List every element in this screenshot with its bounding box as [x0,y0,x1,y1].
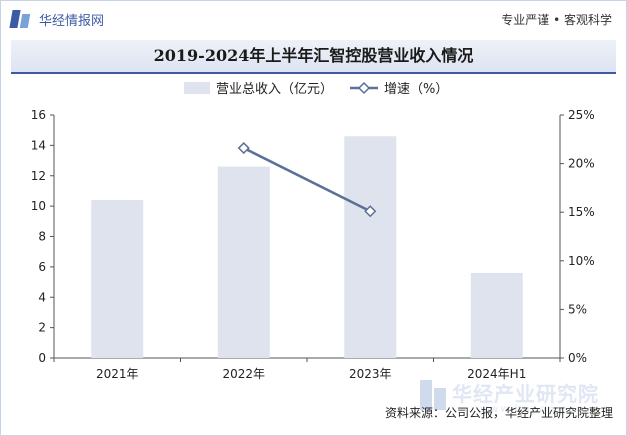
y-left-tick-label: 8 [38,230,46,244]
legend-line-label: 增速（%） [384,82,448,97]
bar-2 [217,166,270,358]
watermark-logo: 华经产业研究院 www.huaon.com [420,378,620,420]
brand-name: 华经情报网 [39,13,105,29]
bar-3 [344,136,397,358]
y-left-tick-label: 4 [38,290,46,304]
y-left-tick-label: 16 [31,108,46,122]
growth-point-1 [237,141,250,155]
bar-4 [470,272,523,358]
legend-line-marker [357,81,371,95]
title-divider [11,72,616,74]
x-tick-label: 2024年H1 [467,367,526,381]
title-band: 2019-2024年上半年汇智控股营业收入情况 [11,40,616,72]
watermark-url: www.huaon.com [480,404,589,415]
y-left-tick-label: 12 [31,169,46,183]
y-right-tick-label: 20% [568,157,595,171]
x-tick-label: 2021年 [96,367,139,381]
watermark-name: 华经产业研究院 [452,382,599,406]
growth-line [243,146,371,213]
x-tick-label: 2023年 [349,367,392,381]
y-left-tick-label: 6 [38,260,46,274]
chart-title: 2019-2024年上半年汇智控股营业收入情况 [153,46,474,65]
y-right-tick-label: 0% [568,351,587,365]
growth-point-2 [364,205,377,218]
y-left-tick-label: 10 [31,199,46,213]
legend-bar-swatch [184,82,210,94]
header-bar: 华经情报网 专业严谨 • 客观科学 [1,1,626,39]
y-right-tick-label: 5% [568,302,587,316]
source-note: 资料来源：公司公报，华经产业研究院整理 [384,406,613,420]
brand: 华经情报网 [9,9,105,29]
y-left-tick-label: 2 [38,321,46,335]
legend-bar-label: 营业总收入（亿元） [216,82,333,97]
y-left-tick-label: 0 [38,351,46,365]
y-right-tick-label: 15% [568,205,595,219]
x-tick-label: 2022年 [222,367,265,381]
y-right-tick-label: 25% [568,108,595,122]
y-right-tick-label: 10% [568,254,595,268]
y-left-tick-label: 14 [31,138,46,152]
slogan: 专业严谨 • 客观科学 [501,13,612,27]
bar-1 [91,200,144,358]
